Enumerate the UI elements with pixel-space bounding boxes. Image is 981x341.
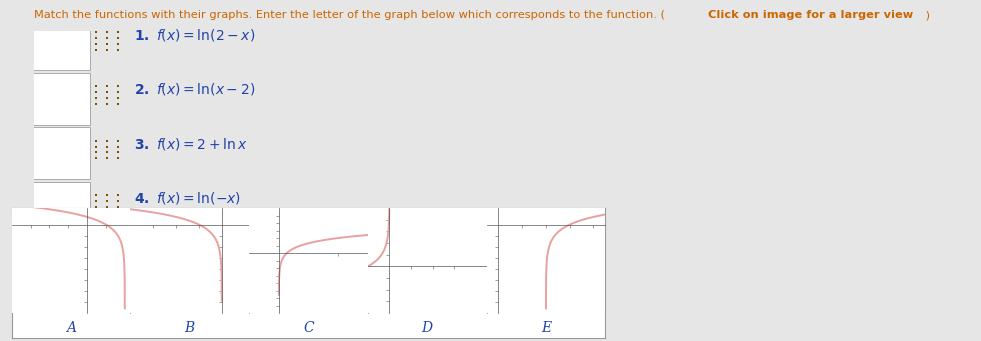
Text: $\mathbf{3.}$ $f(x) = 2 + \ln x$: $\mathbf{3.}$ $f(x) = 2 + \ln x$: [133, 136, 248, 152]
Text: Click on image for a larger view: Click on image for a larger view: [708, 10, 913, 20]
Text: $\mathbf{4.}$ $f(x) = \ln(-x)$: $\mathbf{4.}$ $f(x) = \ln(-x)$: [133, 190, 241, 206]
Text: E: E: [541, 321, 551, 335]
FancyBboxPatch shape: [31, 73, 90, 124]
Text: ): ): [922, 10, 930, 20]
FancyBboxPatch shape: [31, 128, 90, 179]
Text: C: C: [303, 321, 314, 335]
Text: B: B: [184, 321, 195, 335]
Text: A: A: [66, 321, 77, 335]
Text: $\mathbf{2.}$ $f(x) = \ln(x - 2)$: $\mathbf{2.}$ $f(x) = \ln(x - 2)$: [133, 81, 255, 97]
Text: $\mathbf{1.}$ $f(x) = \ln(2 - x)$: $\mathbf{1.}$ $f(x) = \ln(2 - x)$: [133, 27, 255, 43]
Text: Match the functions with their graphs. Enter the letter of the graph below which: Match the functions with their graphs. E…: [34, 10, 669, 20]
FancyBboxPatch shape: [31, 236, 90, 287]
FancyBboxPatch shape: [31, 182, 90, 233]
Text: D: D: [422, 321, 433, 335]
Text: $\mathbf{5.}$ $f(x) = -\ln(-x)$: $\mathbf{5.}$ $f(x) = -\ln(-x)$: [133, 244, 258, 260]
FancyBboxPatch shape: [31, 19, 90, 70]
